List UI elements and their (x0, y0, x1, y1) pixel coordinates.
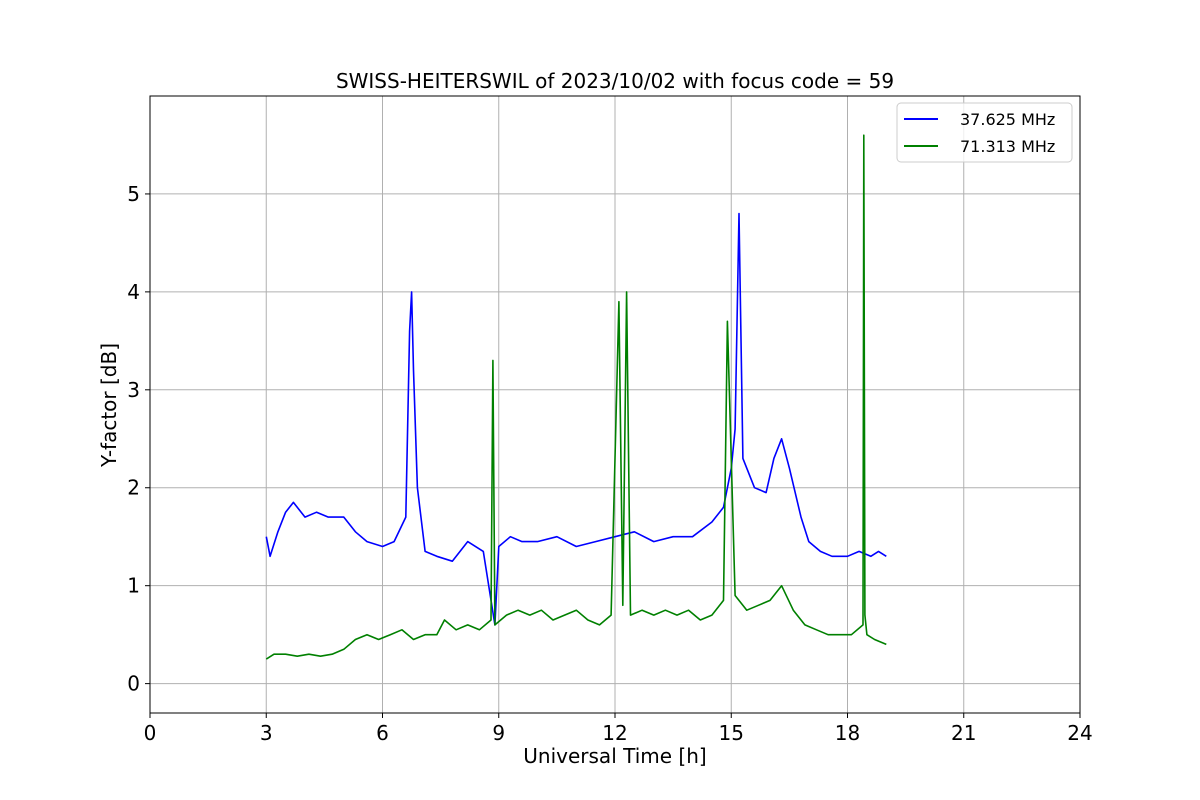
x-tick-label: 6 (376, 721, 389, 745)
x-tick-label: 18 (835, 721, 860, 745)
legend-box (896, 102, 1073, 163)
legend-label-series-2: 71.313 MHz (960, 137, 1055, 156)
x-tick-label: 15 (719, 721, 744, 745)
y-tick-label: 5 (127, 182, 140, 206)
x-tick-label: 12 (602, 721, 627, 745)
chart-title: SWISS-HEITERSWIL of 2023/10/02 with focu… (336, 69, 894, 93)
legend-label-series-1: 37.625 MHz (960, 110, 1055, 129)
y-tick-label: 1 (127, 574, 140, 598)
y-tick-label: 3 (127, 378, 140, 402)
series-layer (265, 134, 887, 660)
series-line-1 (265, 212, 887, 626)
y-tick-label: 2 (127, 476, 140, 500)
x-tick-label: 9 (492, 721, 505, 745)
x-tick-label: 0 (144, 721, 157, 745)
y-axis-label: Y-factor [dB] (97, 343, 121, 468)
x-tick-label: 3 (260, 721, 273, 745)
y-tick-label: 4 (127, 280, 140, 304)
y-tick-label: 0 (127, 672, 140, 696)
x-tick-label: 24 (1067, 721, 1092, 745)
x-axis: 0 3 6 9 12 15 18 21 24 (144, 713, 1093, 745)
legend: 37.625 MHz 71.313 MHz (896, 102, 1073, 163)
y-axis: 0 1 2 3 4 5 (127, 182, 150, 696)
x-tick-label: 21 (951, 721, 976, 745)
series-line-2 (265, 134, 887, 660)
x-axis-label: Universal Time [h] (523, 744, 706, 768)
